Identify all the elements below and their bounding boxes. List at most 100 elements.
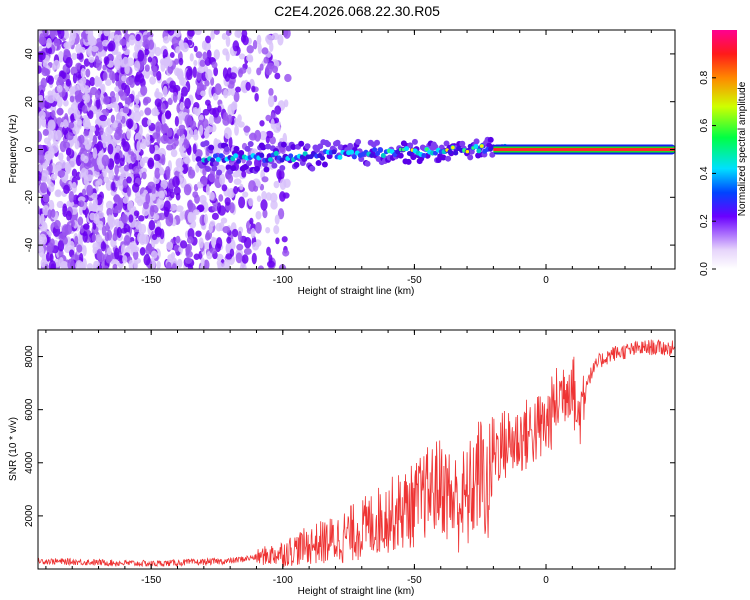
spectrogram-noise-speck bbox=[175, 46, 181, 54]
spectrogram-noise-speck bbox=[241, 254, 249, 264]
spectrogram-noise-speck bbox=[50, 30, 56, 40]
spectrogram-signal-core bbox=[380, 153, 386, 159]
spectrogram-noise-speck bbox=[265, 64, 273, 76]
spectrogram-noise-speck bbox=[139, 223, 147, 234]
spectrogram-noise-speck bbox=[174, 115, 179, 127]
spectrogram-noise-speck bbox=[274, 105, 282, 115]
spectrogram-xlabel: Height of straight line (km) bbox=[298, 286, 415, 297]
spectrogram-noise-speck bbox=[179, 101, 185, 111]
spectrogram-noise-speck bbox=[134, 75, 141, 86]
spectrogram-noise-speck bbox=[134, 94, 140, 105]
spectrogram-noise-speck bbox=[265, 226, 271, 234]
spectrogram-noise-speck bbox=[69, 157, 76, 168]
spectrogram-noise-speck bbox=[38, 51, 46, 61]
spectrogram-noise-speck bbox=[153, 153, 161, 162]
spectrogram-noise-speck bbox=[112, 263, 118, 269]
spectrogram-noise-speck bbox=[279, 178, 287, 191]
spectrogram-noise-speck bbox=[132, 249, 139, 260]
spectrogram-noise-speck bbox=[268, 87, 274, 97]
spectrogram-noise-speck bbox=[115, 92, 120, 103]
spectrogram-noise-speck bbox=[255, 210, 262, 220]
spectrogram-noise-speck bbox=[77, 216, 84, 226]
spectrogram-noise-speck bbox=[126, 176, 132, 184]
spectrogram-signal-halo bbox=[247, 140, 254, 147]
spectrogram-noise-speck bbox=[101, 39, 110, 47]
spectrogram-noise-speck bbox=[92, 242, 99, 251]
spectrogram-noise-speck bbox=[257, 42, 262, 55]
spectrogram-noise-speck bbox=[193, 59, 198, 67]
spectrogram-noise-speck bbox=[65, 147, 72, 156]
spectrogram-noise-speck bbox=[248, 180, 256, 192]
spectrogram-noise-speck bbox=[216, 202, 222, 215]
spectrogram-noise-speck bbox=[38, 245, 45, 258]
spectrogram-signal-core bbox=[404, 146, 410, 152]
spectrogram-noise-speck bbox=[76, 94, 83, 103]
spectrogram-noise-speck bbox=[103, 30, 111, 37]
spectrogram-noise-speck bbox=[65, 56, 73, 68]
spectrogram-signal-halo bbox=[290, 144, 297, 151]
spectrogram-noise-speck bbox=[135, 154, 142, 161]
spectrogram-noise-speck bbox=[122, 255, 128, 264]
spectrogram-noise-speck bbox=[161, 113, 166, 125]
spectrogram-noise-speck bbox=[78, 200, 85, 208]
spectrogram-noise-speck bbox=[48, 199, 55, 212]
spectrogram-noise-speck bbox=[154, 46, 162, 57]
spectrogram-noise-speck bbox=[246, 66, 252, 75]
spectrogram-noise-speck bbox=[143, 38, 150, 49]
spectrogram-noise-speck bbox=[199, 59, 206, 68]
spectrogram-signal-core bbox=[372, 147, 378, 153]
spectrogram-noise-speck bbox=[91, 233, 97, 243]
spectrogram-noise-speck bbox=[58, 159, 67, 169]
spectrogram-noise-speck bbox=[87, 33, 92, 42]
spectrogram-noise-speck bbox=[184, 114, 193, 127]
spectrogram-noise-speck bbox=[46, 153, 51, 165]
spectrogram-noise-speck bbox=[82, 245, 87, 257]
spectrogram-noise-speck bbox=[115, 145, 121, 154]
spectrogram-noise-speck bbox=[68, 122, 75, 129]
spectrogram-noise-speck bbox=[276, 169, 282, 180]
spectrogram-noise-speck bbox=[65, 41, 72, 50]
spectrogram-noise-speck bbox=[230, 102, 237, 111]
spectrogram-noise-speck bbox=[270, 200, 278, 210]
spectrogram-noise-speck bbox=[256, 195, 262, 202]
spectrogram-noise-speck bbox=[200, 257, 205, 267]
spectrogram-noise-speck bbox=[209, 247, 217, 254]
spectrogram-noise-speck bbox=[105, 126, 112, 137]
spectrogram-signal-halo bbox=[304, 143, 311, 150]
spectrogram-noise-speck bbox=[192, 143, 197, 155]
spectrogram-noise-speck bbox=[203, 259, 210, 269]
spectrogram-noise-speck bbox=[119, 91, 128, 101]
spectrogram-noise-speck bbox=[88, 56, 95, 63]
spectrogram-noise-speck bbox=[189, 128, 194, 138]
spectrogram-noise-speck bbox=[156, 70, 162, 81]
spectrogram-signal-halo bbox=[205, 166, 212, 173]
spectrogram-noise-speck bbox=[201, 199, 207, 207]
spectrogram-noise-speck bbox=[53, 38, 61, 47]
spectrogram-noise-speck bbox=[55, 189, 61, 197]
spectrogram-noise-speck bbox=[100, 241, 107, 252]
spectrogram-noise-speck bbox=[41, 169, 49, 177]
spectrogram-noise-speck bbox=[231, 228, 239, 238]
spectrogram-noise-speck bbox=[142, 201, 149, 210]
spectrogram-noise-speck bbox=[182, 155, 190, 164]
spectrogram-signal-core bbox=[320, 155, 326, 161]
spectrogram-signal-halo bbox=[440, 154, 447, 161]
spectrogram-noise-speck bbox=[194, 149, 203, 158]
spectrogram-signal-halo bbox=[374, 139, 381, 146]
spectrogram-noise-speck bbox=[160, 134, 169, 144]
spectrogram-signal-core bbox=[375, 151, 381, 157]
spectrogram-signal-core bbox=[233, 153, 239, 159]
spectrogram-noise-speck bbox=[70, 66, 78, 76]
spectrogram-signal-halo bbox=[459, 140, 466, 147]
spectrogram-noise-speck bbox=[233, 117, 239, 126]
spectrogram-noise-speck bbox=[95, 59, 102, 71]
spectrogram-noise-speck bbox=[154, 226, 162, 238]
spectrogram-signal-core bbox=[406, 150, 412, 156]
colorbar-tick-label: 0.2 bbox=[699, 214, 710, 228]
spectrogram-signal-halo bbox=[195, 156, 202, 163]
spectrogram-signal-core bbox=[273, 150, 279, 156]
spectrogram-noise-speck bbox=[275, 237, 280, 245]
spectrogram-noise-speck bbox=[248, 197, 254, 207]
spectrogram-noise-speck bbox=[123, 235, 131, 246]
spectrogram-noise-speck bbox=[95, 234, 103, 243]
